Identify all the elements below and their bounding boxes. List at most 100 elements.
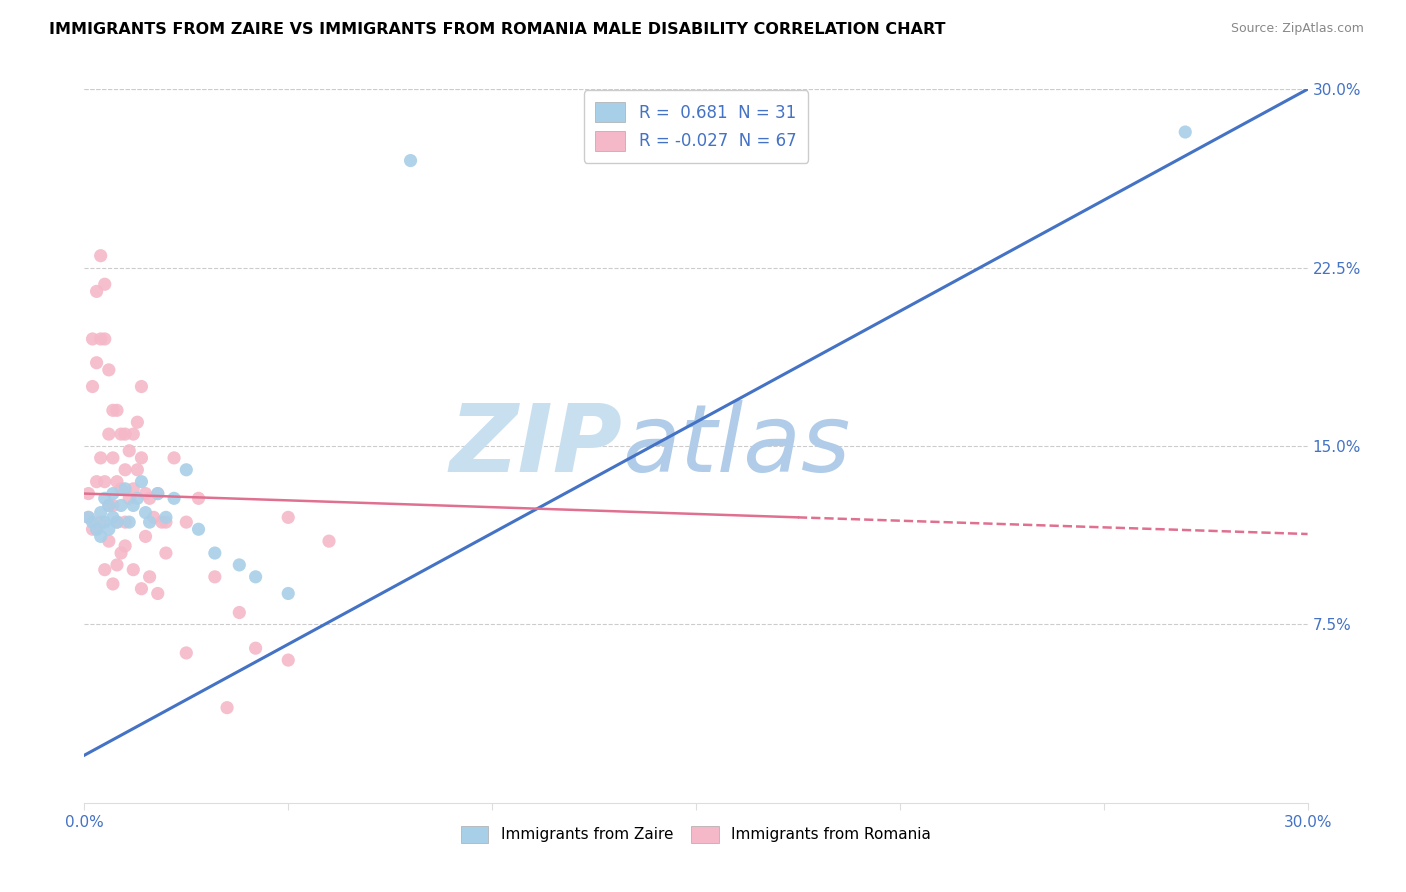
Point — [187, 522, 209, 536]
Point — [135, 506, 157, 520]
Point — [93, 277, 115, 292]
Point — [146, 586, 169, 600]
Point — [114, 515, 136, 529]
Point — [163, 450, 186, 465]
Point — [155, 546, 177, 560]
Point — [97, 522, 120, 536]
Point — [77, 510, 100, 524]
Point — [86, 522, 108, 536]
Point — [174, 463, 197, 477]
Text: Source: ZipAtlas.com: Source: ZipAtlas.com — [1230, 22, 1364, 36]
Point — [138, 570, 160, 584]
Point — [245, 641, 267, 656]
Point — [127, 491, 149, 506]
Point — [127, 415, 149, 429]
Point — [277, 653, 299, 667]
Point — [114, 539, 136, 553]
Point — [204, 570, 226, 584]
Point — [146, 486, 169, 500]
Point — [150, 515, 173, 529]
Point — [93, 515, 115, 529]
Point — [77, 510, 100, 524]
Point — [277, 510, 299, 524]
Point — [101, 450, 124, 465]
Legend: Immigrants from Zaire, Immigrants from Romania: Immigrants from Zaire, Immigrants from R… — [454, 820, 938, 848]
Point — [114, 427, 136, 442]
Point — [399, 153, 422, 168]
Point — [82, 379, 104, 393]
Point — [97, 499, 120, 513]
Point — [318, 534, 340, 549]
Point — [163, 491, 186, 506]
Point — [90, 450, 112, 465]
Point — [101, 510, 124, 524]
Point — [101, 403, 124, 417]
Point — [90, 506, 112, 520]
Point — [131, 450, 153, 465]
Point — [155, 515, 177, 529]
Point — [86, 475, 108, 489]
Point — [131, 475, 153, 489]
Point — [86, 522, 108, 536]
Point — [101, 577, 124, 591]
Point — [187, 491, 209, 506]
Point — [131, 582, 153, 596]
Point — [245, 570, 267, 584]
Point — [114, 482, 136, 496]
Point — [217, 700, 239, 714]
Point — [174, 646, 197, 660]
Point — [93, 563, 115, 577]
Text: atlas: atlas — [623, 401, 851, 491]
Point — [277, 586, 299, 600]
Point — [93, 475, 115, 489]
Point — [110, 546, 132, 560]
Point — [122, 563, 145, 577]
Point — [122, 499, 145, 513]
Point — [93, 491, 115, 506]
Point — [114, 463, 136, 477]
Point — [82, 522, 104, 536]
Point — [101, 499, 124, 513]
Point — [90, 515, 112, 529]
Point — [135, 529, 157, 543]
Point — [101, 486, 124, 500]
Point — [86, 285, 108, 299]
Text: ZIP: ZIP — [450, 400, 623, 492]
Point — [1174, 125, 1197, 139]
Point — [82, 332, 104, 346]
Point — [118, 515, 141, 529]
Point — [105, 558, 128, 572]
Point — [97, 363, 120, 377]
Point — [131, 379, 153, 393]
Point — [228, 606, 250, 620]
Point — [93, 332, 115, 346]
Point — [138, 491, 160, 506]
Point — [138, 515, 160, 529]
Point — [174, 515, 197, 529]
Point — [105, 515, 128, 529]
Point — [82, 515, 104, 529]
Point — [142, 510, 165, 524]
Point — [105, 403, 128, 417]
Point — [110, 482, 132, 496]
Point — [228, 558, 250, 572]
Point — [77, 486, 100, 500]
Point — [105, 515, 128, 529]
Point — [110, 499, 132, 513]
Point — [118, 491, 141, 506]
Point — [90, 249, 112, 263]
Point — [122, 482, 145, 496]
Point — [97, 499, 120, 513]
Point — [204, 546, 226, 560]
Point — [122, 427, 145, 442]
Point — [146, 486, 169, 500]
Point — [135, 486, 157, 500]
Point — [155, 510, 177, 524]
Point — [97, 534, 120, 549]
Point — [90, 529, 112, 543]
Point — [105, 475, 128, 489]
Point — [97, 427, 120, 442]
Point — [110, 427, 132, 442]
Point — [127, 463, 149, 477]
Point — [90, 332, 112, 346]
